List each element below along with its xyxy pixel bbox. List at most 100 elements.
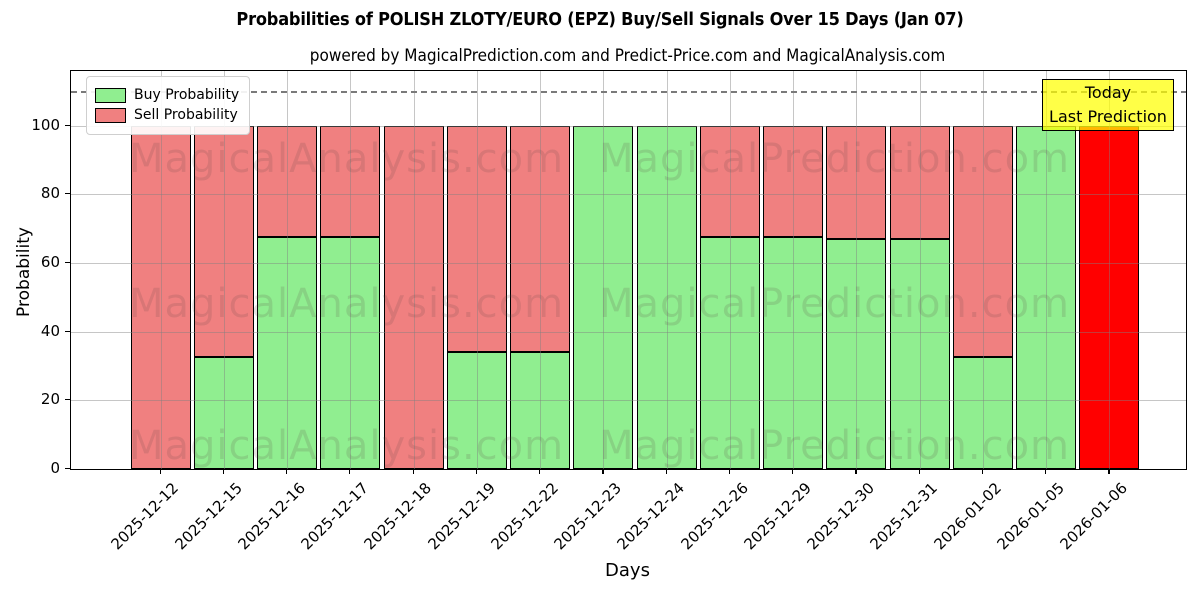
v-gridline [603,71,605,469]
bar-buy-segment [636,125,697,469]
v-gridline [919,71,921,469]
y-tick-label: 20 [40,390,60,409]
annotation-line-2: Last Prediction [1049,107,1167,126]
bar-buy-segment [952,357,1013,469]
chart-title: Probabilities of POLISH ZLOTY/EURO (EPZ)… [236,9,964,30]
x-tick-mark [286,469,288,474]
bar-sell-segment [699,125,760,238]
h-gridline [71,262,1186,264]
sell-color-swatch [95,108,126,123]
v-gridline [729,71,731,469]
h-gridline [71,331,1186,333]
buy-color-swatch [95,88,126,103]
bar-sell-segment [1079,125,1140,469]
bar-sell-segment [130,125,191,469]
bar-sell-segment [320,125,381,238]
y-tick-label: 40 [40,321,60,340]
legend-item-sell: Sell Probability [95,107,239,124]
y-tick-mark [65,261,70,264]
v-gridline [1046,71,1048,469]
bar-sell-segment [510,125,571,353]
x-tick-mark [475,469,477,474]
v-gridline [1109,71,1111,469]
v-gridline [223,71,225,469]
y-tick-label: 60 [40,252,60,271]
x-tick-mark [159,469,161,474]
bar-sell-segment [383,125,444,469]
x-tick-mark [665,469,667,474]
bar-buy-segment [826,238,887,469]
bar-buy-segment [573,125,634,469]
v-gridline [413,71,415,469]
y-tick-mark [65,468,70,470]
x-tick-label: 2025-12-31 [866,479,942,554]
x-tick-mark [728,469,731,474]
x-tick-label: 2025-12-16 [234,479,309,554]
y-tick-mark [65,399,70,401]
legend-item-buy: Buy Probability [95,87,239,104]
h-gridline [71,400,1186,402]
legend-label-buy: Buy Probability [134,87,240,103]
y-tick-label: 80 [40,184,60,203]
x-tick-mark [412,469,414,474]
v-gridline [856,71,858,469]
bar-sell-segment [826,125,887,239]
y-tick-label: 0 [50,459,60,477]
watermark-text: MagicalPrediction.com [599,281,1070,327]
x-tick-label: 2025-12-29 [740,479,815,554]
bar-buy-segment [889,238,950,469]
h-gridline [71,125,1186,127]
y-tick-mark [65,330,70,332]
x-tick-mark [792,469,794,474]
y-tick-mark [65,193,70,195]
annotation-line-1: Today [1084,83,1132,102]
watermark-text: MagicalPrediction.com [599,136,1070,182]
x-tick-label: 2025-12-17 [297,479,373,554]
bar-sell-segment [257,125,318,238]
bar-buy-segment [320,237,381,469]
v-gridline [982,71,984,469]
h-gridline [71,194,1186,196]
bar-buy-segment [446,352,507,469]
y-tick-label: 100 [31,115,60,134]
x-tick-mark [222,469,224,474]
x-tick-mark [1108,469,1110,474]
v-gridline [287,71,289,469]
x-tick-label: 2025-12-30 [803,479,879,554]
watermark-text: MagicalPrediction.com [599,423,1070,469]
x-tick-label: 2025-12-26 [677,479,752,554]
bar-buy-segment [1016,125,1077,469]
x-tick-mark [855,469,857,474]
v-gridline [476,71,478,469]
x-tick-label: 2025-12-22 [487,479,562,554]
y-tick-mark [65,124,70,126]
x-tick-mark [602,469,604,474]
bar-sell-segment [889,125,950,239]
dashed-guide-line [71,91,1186,93]
x-tick-mark [918,469,920,474]
x-tick-label: 2025-12-15 [171,479,246,554]
bar-buy-segment [510,352,571,469]
watermark-text: MagicalAnalysis.com [129,281,565,327]
bar-sell-segment [446,125,507,353]
chart-subtitle: powered by MagicalPrediction.com and Pre… [309,46,946,66]
watermark-text: MagicalAnalysis.com [129,423,565,469]
bar-sell-segment [763,125,824,238]
watermark-text: MagicalAnalysis.com [129,136,565,182]
bar-sell-segment [952,125,1013,358]
legend-label-sell: Sell Probability [134,107,238,123]
x-tick-label: 2025-12-18 [360,479,436,554]
x-tick-label: 2025-12-19 [424,479,499,554]
v-gridline [350,71,352,469]
bar-buy-segment [257,237,318,469]
x-tick-mark [1045,469,1047,474]
bar-buy-segment [763,237,824,469]
x-tick-label: 2026-01-05 [993,479,1068,554]
v-gridline [793,71,795,469]
x-tick-label: 2025-12-23 [550,479,626,554]
bar-sell-segment [193,125,254,358]
v-gridline [540,71,542,469]
v-gridline [666,71,668,469]
x-tick-label: 2025-12-12 [107,479,183,554]
